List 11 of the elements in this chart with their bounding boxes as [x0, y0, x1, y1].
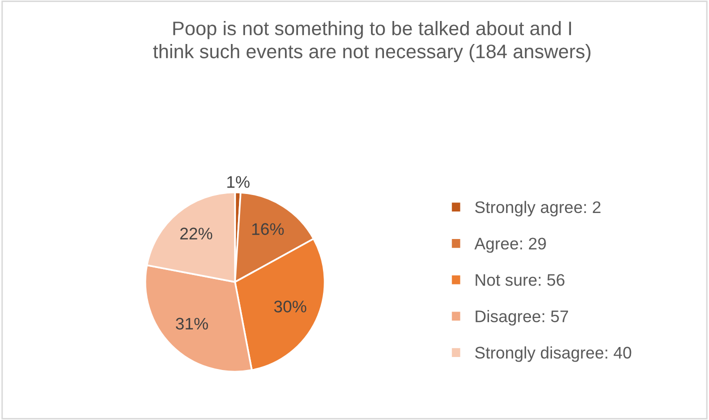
data-label: 16% — [252, 223, 284, 235]
data-label: 31% — [176, 318, 208, 330]
legend-label: Strongly disagree: 40 — [475, 346, 632, 362]
chart-title: Poop is not something to be talked about and I think such events are not necessary (184 answers) — [153, 21, 590, 62]
legend-label: Strongly agree: 2 — [475, 200, 600, 216]
data-label: 1% — [227, 176, 250, 188]
legend-label: Disagree: 57 — [476, 310, 568, 326]
legend-label: Agree: 29 — [474, 238, 546, 253]
legend-label: Not sure: 56 — [476, 274, 564, 286]
data-label: 30% — [274, 300, 306, 312]
data-label: 22% — [180, 228, 212, 240]
